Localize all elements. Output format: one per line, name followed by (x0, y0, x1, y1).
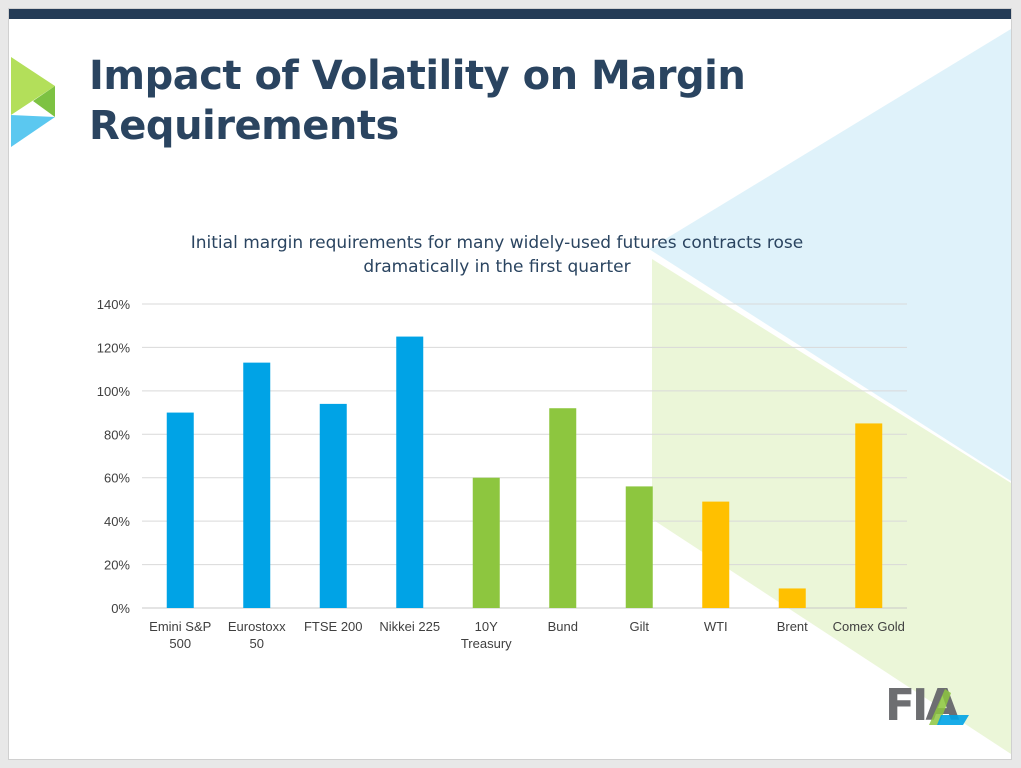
background-blue-triangle (649, 29, 1011, 481)
bar (319, 403, 347, 608)
chart-title: Initial margin requirements for many wid… (190, 233, 804, 277)
fia-logo-blue-accent (937, 715, 969, 725)
x-tick-label: Brent (777, 619, 808, 634)
bar (166, 412, 194, 608)
page-title: Impact of Volatility on Margin Requireme… (89, 53, 746, 149)
top-bar (9, 9, 1011, 19)
x-tick-label: FTSE 200 (304, 619, 363, 634)
x-tick-label: Bund (548, 619, 578, 634)
background-green-triangle (652, 259, 1011, 754)
background-triangles (11, 29, 1011, 754)
y-tick-label: 120% (97, 340, 131, 355)
bar (778, 588, 806, 608)
x-axis-labels: Emini S&P 500 Eurostoxx 50 FTSE 200 Nikkei 22… (149, 619, 905, 651)
bar (702, 501, 730, 608)
bar-chart: 0%20%40%60%80%100%120%140% Emini S&P 500E… (97, 297, 907, 651)
slide: Impact of Volatility on Margin Requireme… (8, 8, 1012, 760)
x-tick-label: WTI (704, 619, 728, 634)
bar (549, 408, 577, 608)
bar (855, 423, 883, 608)
y-axis-ticks: 0% 20% 40% 60% 80% 100% 120% 140% (97, 297, 131, 616)
chevron-top-light (11, 57, 55, 115)
x-tick-label: Emini S&P 500 (149, 619, 211, 651)
y-tick-label: 20% (104, 558, 130, 573)
chevron-bottom (11, 115, 55, 147)
y-tick-label: 140% (97, 297, 131, 312)
x-tick-label: Eurostoxx 50 (228, 619, 286, 651)
x-tick-label: Nikkei 225 (379, 619, 440, 634)
bar (396, 336, 424, 608)
x-tick-label: 10Y Treasury (461, 619, 512, 651)
y-tick-label: 80% (104, 427, 130, 442)
y-tick-label: 0% (111, 601, 130, 616)
x-tick-label: Gilt (630, 619, 650, 634)
x-tick-label: Comex Gold (833, 619, 905, 634)
y-tick-label: 100% (97, 384, 131, 399)
bars (166, 336, 883, 608)
bar (243, 362, 271, 608)
bar (472, 477, 500, 608)
y-tick-label: 40% (104, 514, 130, 529)
bar (625, 486, 653, 608)
fia-logo: FIA (885, 681, 969, 725)
chevron-top-dark (33, 86, 55, 117)
fia-logo-green-accent (929, 689, 951, 725)
y-tick-label: 60% (104, 471, 130, 486)
